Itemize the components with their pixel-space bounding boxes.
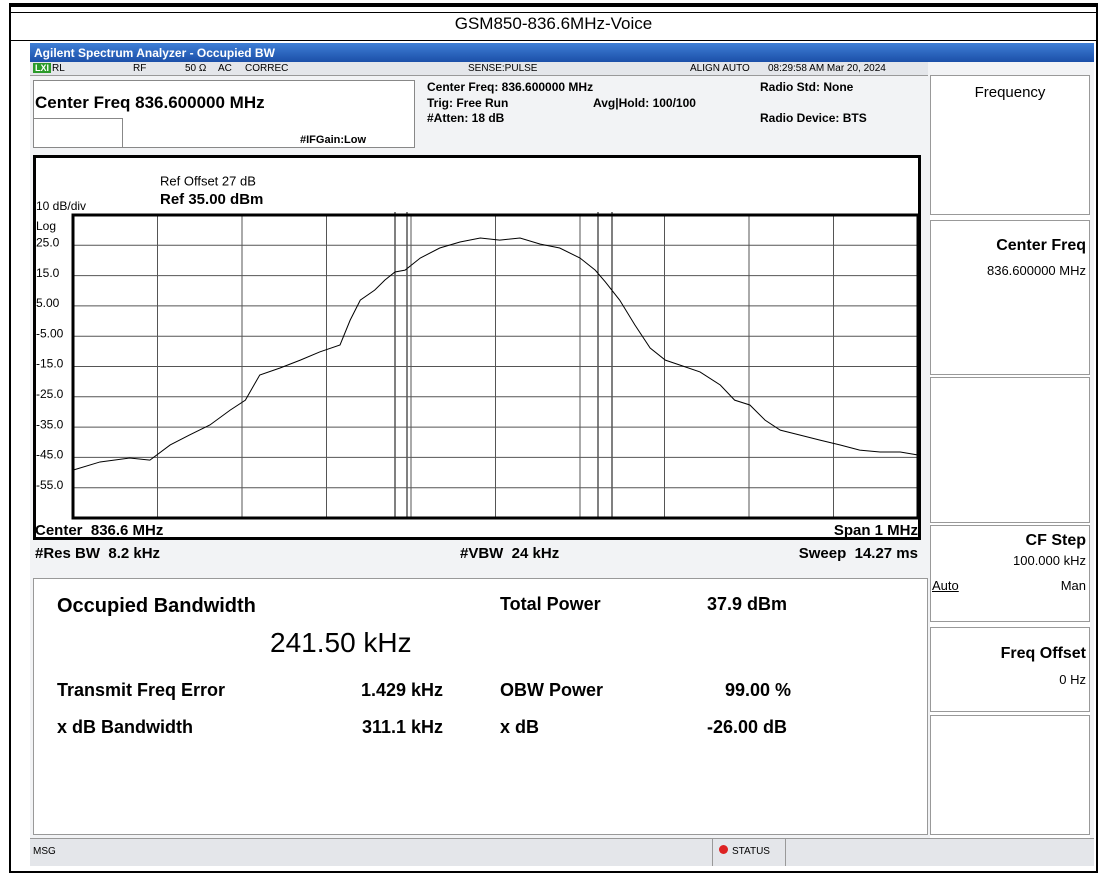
bar-divider xyxy=(785,838,786,866)
bar-divider xyxy=(712,838,713,866)
result-label: Occupied Bandwidth xyxy=(57,595,256,617)
scale-type: Log xyxy=(36,219,56,233)
softkey-value: 100.000 kHz xyxy=(1013,553,1086,568)
scale-label: 10 dB/div xyxy=(36,199,86,213)
softkey-value: 836.600000 MHz xyxy=(986,263,1086,278)
sweep-label: Sweep 14.27 ms xyxy=(798,545,918,562)
result-label: x dB Bandwidth xyxy=(57,717,193,737)
result-value: 37.9 dBm xyxy=(707,594,788,614)
status-item: RL xyxy=(52,63,65,74)
setting: Radio Std: None xyxy=(760,80,854,94)
center-freq-entry: Center Freq 836.600000 MHz xyxy=(35,93,265,112)
lxi-icon: LXI xyxy=(33,63,52,73)
y-tick-label: 15.0 xyxy=(36,266,60,280)
softkey-label: CF Step xyxy=(1025,532,1086,549)
timestamp: 08:29:58 AM Mar 20, 2024 xyxy=(768,63,886,74)
result-value: -26.00 dB xyxy=(707,717,788,737)
results-panel xyxy=(33,578,928,835)
entry-box[interactable] xyxy=(33,118,123,148)
y-tick-label: -5.00 xyxy=(36,326,64,340)
ref-offset: Ref Offset 27 dB xyxy=(160,173,256,188)
status-icon xyxy=(719,845,728,854)
window-titlebar xyxy=(30,43,1094,62)
setting: Avg|Hold: 100/100 xyxy=(593,96,696,110)
status-item: AC xyxy=(218,63,232,74)
ref-level: Ref 35.00 dBm xyxy=(160,191,263,208)
softkey[interactable] xyxy=(930,220,1090,375)
y-tick-label: -25.0 xyxy=(36,387,64,401)
spectrum-chart: Ref Offset 27 dB Ref 35.00 dBm 10 dB/div… xyxy=(33,155,921,540)
softkey-option[interactable]: Man xyxy=(1060,578,1086,593)
result-value: 311.1 kHz xyxy=(361,717,443,737)
spectrum-trace xyxy=(72,237,919,471)
caption-divider xyxy=(9,12,1098,13)
y-tick-label: -15.0 xyxy=(36,357,64,371)
y-tick-label: -45.0 xyxy=(36,448,64,462)
result-value: 241.50 kHz xyxy=(270,627,412,658)
res-bw-label: #Res BW 8.2 kHz xyxy=(35,545,161,562)
result-label: x dB xyxy=(500,717,540,737)
window-title: Agilent Spectrum Analyzer - Occupied BW xyxy=(34,46,275,60)
y-tick-label: -55.0 xyxy=(36,478,64,492)
message-bar xyxy=(30,838,1094,866)
softkey[interactable] xyxy=(930,75,1090,215)
plot-border xyxy=(71,213,920,520)
status-label[interactable]: STATUS xyxy=(732,846,770,857)
softkey-title: Frequency xyxy=(974,84,1046,101)
softkey[interactable] xyxy=(930,715,1090,835)
status-item: 50 Ω xyxy=(185,63,207,74)
setting: Trig: Free Run xyxy=(427,96,509,110)
span-label: Span 1 MHz xyxy=(833,522,918,539)
softkey-option[interactable]: Auto xyxy=(932,578,959,593)
result-label: Transmit Freq Error xyxy=(57,680,226,700)
softkey[interactable] xyxy=(930,377,1090,523)
result-value: 99.00 % xyxy=(725,680,792,700)
y-tick-label: 25.0 xyxy=(36,235,60,249)
setting: Radio Device: BTS xyxy=(760,111,867,125)
result-label: Total Power xyxy=(500,594,601,614)
setting: Center Freq: 836.600000 MHz xyxy=(427,80,594,94)
status-row xyxy=(30,62,928,76)
center-label: Center 836.6 MHz xyxy=(35,522,164,539)
status-item: SENSE:PULSE xyxy=(468,63,538,74)
softkey-panel xyxy=(930,75,1090,838)
if-gain: #IFGain:Low xyxy=(300,134,366,146)
softkey[interactable] xyxy=(930,627,1090,712)
y-tick-label: 5.00 xyxy=(36,296,60,310)
caption-divider xyxy=(9,40,1098,41)
softkey-label: Center Freq xyxy=(996,237,1086,254)
entry-area xyxy=(33,80,415,148)
result-label: OBW Power xyxy=(500,680,604,700)
softkey-value: 0 Hz xyxy=(1059,672,1086,687)
status-item: RF xyxy=(133,63,147,74)
caption: GSM850-836.6MHz-Voice xyxy=(454,14,653,33)
softkey[interactable] xyxy=(930,525,1090,622)
status-item: CORREC xyxy=(245,63,289,74)
result-value: 1.429 kHz xyxy=(360,680,443,700)
msg-label: MSG xyxy=(33,846,56,857)
status-item: ALIGN AUTO xyxy=(690,63,750,74)
vbw-label: #VBW 24 kHz xyxy=(460,545,560,562)
setting: #Atten: 18 dB xyxy=(427,111,505,125)
y-tick-label: -35.0 xyxy=(36,417,64,431)
softkey-label: Freq Offset xyxy=(1000,645,1086,662)
